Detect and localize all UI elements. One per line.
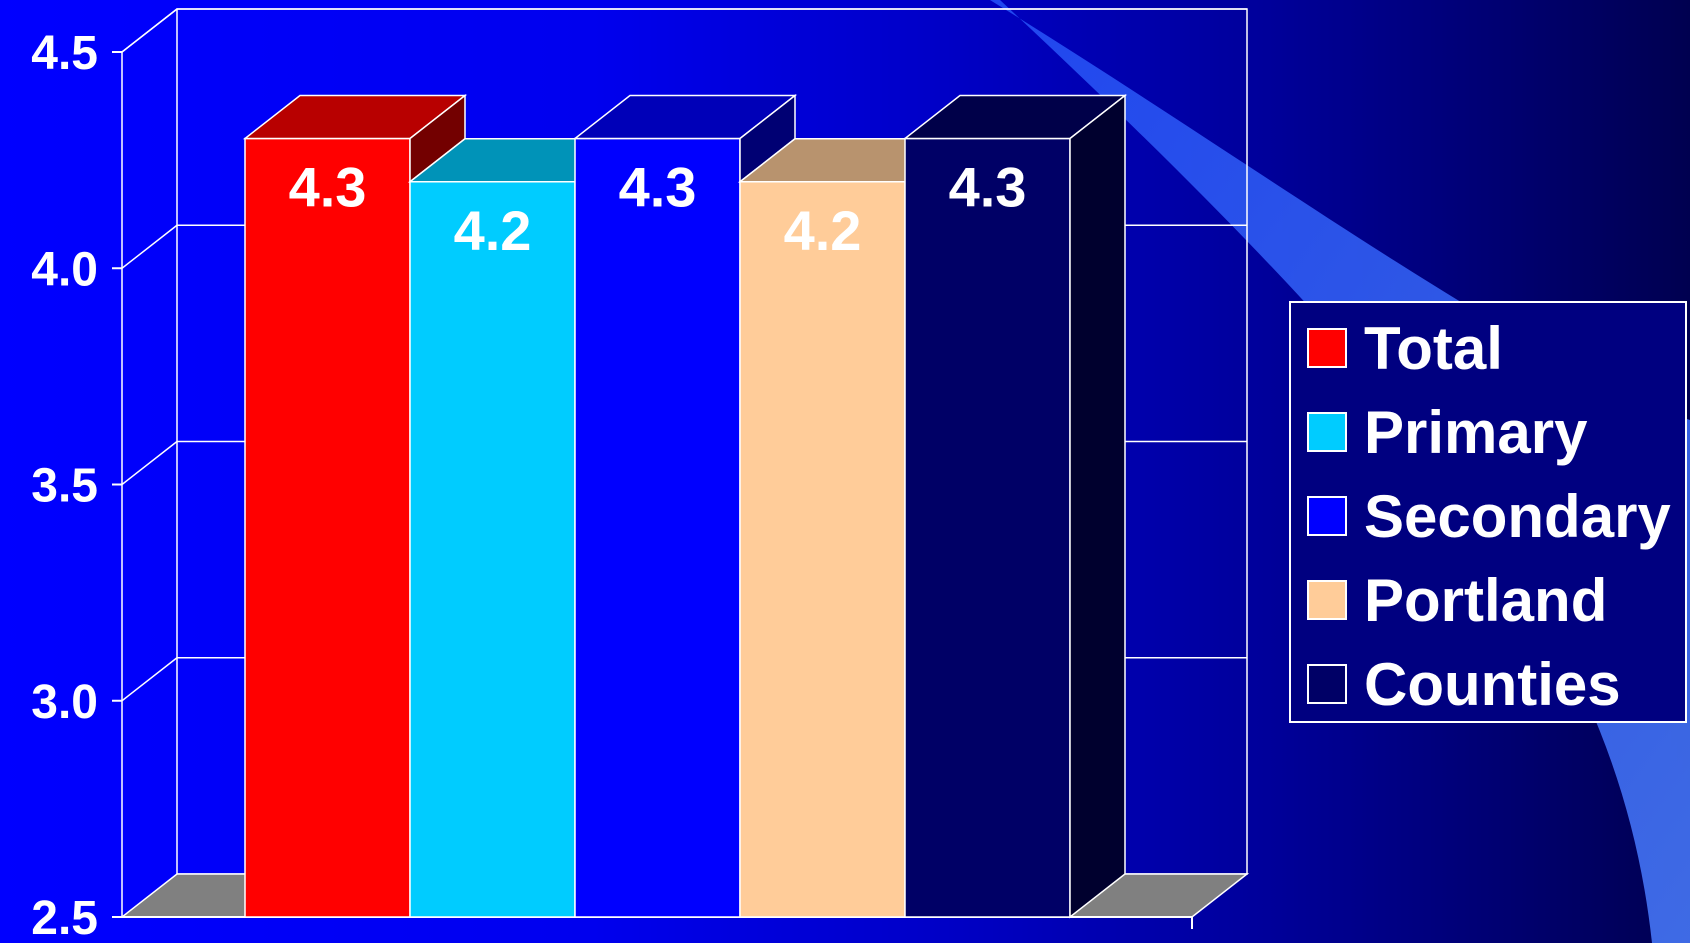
legend-label: Portland: [1364, 567, 1607, 634]
bar-portland: [737, 138, 963, 918]
gridline-side: [121, 8, 178, 53]
legend-label: Total: [1364, 315, 1503, 382]
legend-swatch: [1307, 412, 1347, 452]
legend: Total Primary Secondary Portland Counties: [1289, 301, 1687, 723]
bar-front: [244, 137, 411, 918]
bar-side: [1069, 93, 1126, 919]
gridline-side: [121, 657, 178, 702]
data-label: 4.3: [949, 156, 1027, 219]
data-label: 4.3: [619, 156, 697, 219]
bar-front: [409, 181, 576, 918]
y-tick-label: 3.5: [31, 460, 98, 513]
bar-front: [904, 137, 1071, 918]
bar-counties: [902, 93, 1128, 919]
legend-swatch: [1307, 664, 1347, 704]
bars: [242, 93, 1128, 919]
bar-primary: [407, 138, 633, 918]
y-tick-label: 3.0: [31, 676, 98, 729]
legend-label: Secondary: [1364, 483, 1671, 550]
bar-front: [739, 181, 906, 918]
data-label: 4.2: [454, 199, 532, 262]
bar-secondary: [572, 93, 798, 918]
bar-total: [242, 93, 468, 918]
gridline-side: [121, 440, 178, 486]
y-axis-ticks: 2.5 3.0 3.5 4.0 4.5: [31, 27, 98, 943]
legend-label: Primary: [1364, 399, 1588, 466]
gridline-side: [121, 224, 178, 269]
data-label: 4.2: [784, 199, 862, 262]
y-tick-label: 4.5: [31, 27, 98, 80]
legend-label: Counties: [1364, 651, 1621, 718]
y-tick-label: 4.0: [31, 243, 98, 296]
y-tick-label: 2.5: [31, 892, 98, 943]
data-label: 4.3: [289, 156, 367, 219]
bar-front: [574, 137, 741, 918]
legend-swatch: [1307, 496, 1347, 536]
data-labels: 4.3 4.2 4.3 4.2 4.3: [289, 156, 1027, 262]
legend-swatch: [1307, 580, 1347, 620]
legend-swatch: [1307, 328, 1347, 368]
legend-box: [1289, 301, 1687, 723]
